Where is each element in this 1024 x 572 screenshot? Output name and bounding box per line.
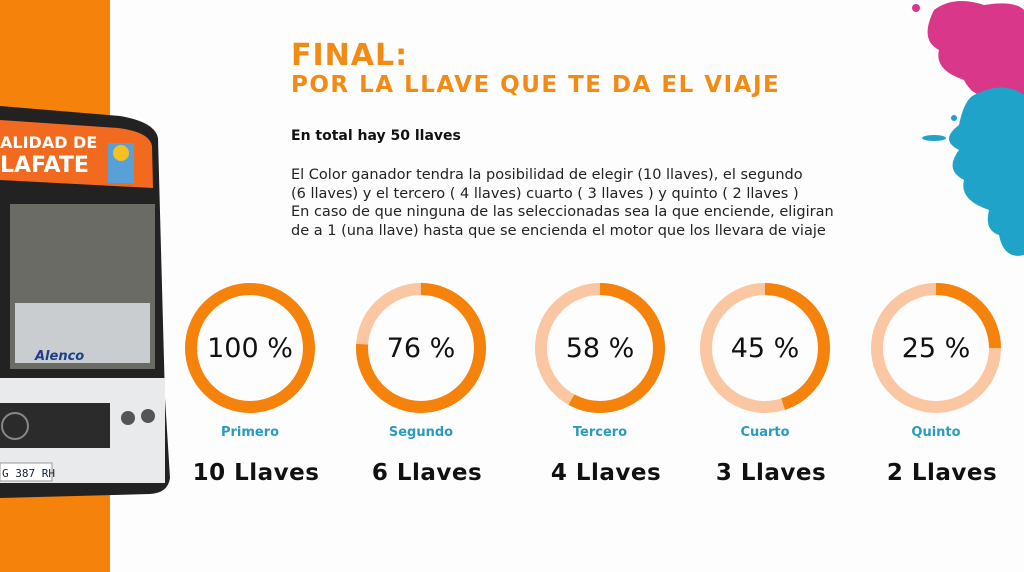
ring-graphic bbox=[356, 283, 486, 413]
ring-graphic bbox=[871, 283, 1001, 413]
progress-ring: 58 % bbox=[534, 282, 666, 414]
bus-sign-line2: LAFATE bbox=[0, 153, 89, 178]
place-label: Primero bbox=[220, 425, 280, 440]
ring-progress bbox=[871, 283, 1001, 413]
keys-count: 6 Llaves bbox=[371, 460, 483, 486]
keys-count: 2 Llaves bbox=[886, 460, 998, 486]
paint-splash-decoration bbox=[912, 1, 1024, 256]
ring-progress bbox=[185, 283, 315, 413]
place-label: Segundo bbox=[388, 425, 454, 440]
place-label: Cuarto bbox=[740, 425, 790, 440]
percent-label: 100 % bbox=[207, 332, 293, 364]
page-subtitle: POR LA LLAVE QUE TE DA EL VIAJE bbox=[291, 72, 781, 98]
progress-ring: 76 % bbox=[355, 282, 487, 414]
ring-graphic bbox=[535, 283, 665, 413]
place-label: Tercero bbox=[572, 425, 628, 440]
progress-ring: 25 % bbox=[870, 282, 1002, 414]
description-text: El Color ganador tendra la posibilidad d… bbox=[291, 167, 834, 239]
ring-progress bbox=[535, 283, 665, 413]
page-title: FINAL: bbox=[291, 38, 409, 73]
place-label: Quinto bbox=[911, 425, 961, 440]
keys-count: 3 Llaves bbox=[715, 460, 827, 486]
percent-label: 76 % bbox=[386, 332, 456, 364]
keys-count: 10 Llaves bbox=[192, 460, 320, 486]
ring-progress bbox=[356, 283, 486, 413]
progress-ring: 100 % bbox=[184, 282, 316, 414]
progress-ring: 45 % bbox=[699, 282, 831, 414]
ring-graphic bbox=[185, 283, 315, 413]
bus-brand: Alenco bbox=[34, 349, 84, 364]
keys-count: 4 Llaves bbox=[550, 460, 662, 486]
total-keys-text: En total hay 50 llaves bbox=[291, 128, 461, 144]
bus-sign-line1: ALIDAD DE bbox=[0, 133, 97, 152]
percent-label: 58 % bbox=[565, 332, 635, 364]
ring-graphic bbox=[700, 283, 830, 413]
percent-label: 45 % bbox=[730, 332, 800, 364]
bus-image: ALIDAD DE LAFATE Alenco G 387 RH bbox=[0, 106, 170, 498]
bus-plate: G 387 RH bbox=[2, 467, 55, 480]
ring-progress bbox=[700, 283, 830, 413]
percent-label: 25 % bbox=[901, 332, 971, 364]
